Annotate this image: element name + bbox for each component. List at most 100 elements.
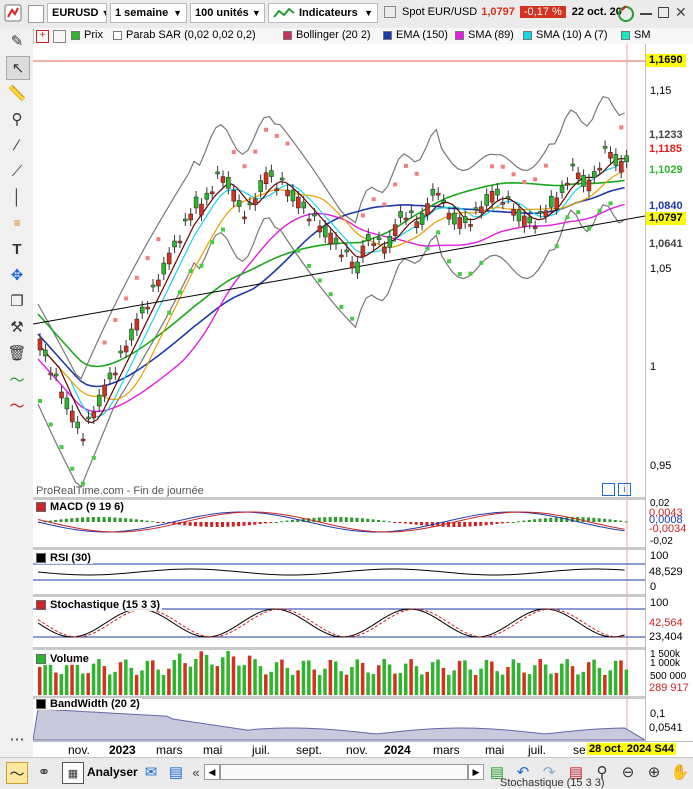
pane-divider[interactable] [33,547,645,550]
scroll-right-button[interactable]: ▶ [468,764,484,780]
volume-bar [269,671,273,695]
pane-divider[interactable] [33,594,645,597]
candle-body [436,192,441,196]
bandwidth-title[interactable]: BandWidth (20 2) [36,698,142,710]
analyser-label[interactable]: Analyser [87,765,138,779]
macd-histogram-bar [215,522,219,527]
more-icon[interactable]: ⋯ [9,731,25,748]
drawing-tools-icon[interactable]: 〜 [6,762,28,784]
volume-bar [290,674,295,695]
legend-item-price[interactable]: Prix [71,29,103,41]
layout-icon[interactable]: ▤ [168,764,184,781]
candle-body [204,192,210,200]
pane-options-icon[interactable] [602,483,615,496]
macd-line [37,511,625,533]
legend-label: SM [634,29,651,41]
horizontal-scrollbar[interactable] [220,764,468,780]
copy-icon[interactable]: ❐ [10,293,24,310]
text-icon[interactable]: T [12,240,22,258]
auto-scale-icon[interactable]: ▤ [568,764,584,781]
window-minimize-icon[interactable] [640,13,652,15]
volume-bar [570,666,575,695]
price-axis[interactable]: 1,15 1,05 1 0,95 1,1690 1,1233 1,1185 1,… [645,44,693,741]
candle-body [387,236,393,248]
info-icon[interactable]: i [618,483,631,496]
share-icon[interactable]: ⚭ [37,764,51,781]
candle-body [328,232,333,245]
chat-icon[interactable]: ✉ [144,764,158,781]
rsi-title[interactable]: RSI (30) [36,552,93,564]
candle-body [258,180,263,192]
legend-item-sma89[interactable]: SMA (89) [455,29,514,41]
edit-indicator-icon[interactable] [53,30,66,43]
settings-tools-icon[interactable]: ⚒ [10,319,24,336]
chart-canvas[interactable] [32,44,647,741]
trendline-icon[interactable]: ⟋ [11,162,23,180]
pane-divider[interactable] [33,497,645,500]
zoom-out-icon[interactable]: ⊖ [621,764,635,781]
window-restore-icon[interactable] [658,7,669,18]
volume-bar [172,659,177,695]
volume-bar [231,656,236,695]
hand-icon[interactable]: ✋ [670,764,690,781]
legend-item-sma10[interactable]: SMA (10) A (7) [523,29,608,41]
legend-item-sm[interactable]: SM [621,29,651,41]
legend-item-sar[interactable]: Parab SAR (0,02 0,02 0,2) [113,29,256,41]
sm-swatch [621,30,630,40]
favorite-icon[interactable] [28,5,44,23]
legend-item-bollinger[interactable]: Bollinger (20 2) [283,29,371,41]
volume-bar [360,662,365,695]
move-icon[interactable]: ✥ [10,267,24,284]
redo-icon[interactable]: ↷ [542,764,556,781]
refresh-icon[interactable] [616,4,636,24]
zoom-in-icon[interactable]: ⊕ [647,764,661,781]
volume-bar [177,653,182,695]
trash-icon[interactable]: 🗑 [7,345,27,362]
macd-histogram-bar [543,518,547,522]
app-logo-icon[interactable] [4,4,22,22]
scroll-left-fast-icon[interactable]: « [192,764,200,780]
macd-title[interactable]: MACD (9 19 6) [36,501,126,513]
zoom-fit-icon[interactable]: ⚲ [596,764,608,781]
window-close-icon[interactable]: ✕ [675,4,687,20]
indicators-button[interactable]: Indicateurs ▼ [268,3,378,23]
scroll-left-button[interactable]: ◀ [204,764,220,780]
stoch-title[interactable]: Stochastique (15 3 3) [36,599,163,611]
units-selector[interactable]: 100 unités ▼ [190,3,265,23]
candle-body [500,202,506,205]
volume-title[interactable]: Volume [36,653,91,665]
candle-body [505,196,511,199]
ruler-icon[interactable]: 📏 [7,85,27,102]
indicators-icon [273,7,295,18]
indicator-draw-icon[interactable]: 〜 [9,371,25,389]
fibonacci-icon[interactable]: ≡ [13,216,21,230]
macd-histogram-bar [97,517,101,522]
cursor-icon[interactable]: ↖ [6,56,30,80]
volume-bar [549,673,553,695]
volume-bar [382,659,386,695]
volume-bar [134,674,139,695]
chart-area[interactable]: ProRealTime.com - Fin de journée i MACD … [32,44,647,741]
candle-body [489,190,495,203]
analyser-icon[interactable]: ▦ [62,762,84,784]
volume-tick: 1 500k [650,649,681,660]
symbol-selector[interactable]: EURUSD▼ [47,3,107,23]
segment-icon[interactable]: ∕ [15,136,19,154]
candle-body [86,416,91,420]
sar-dot [403,163,408,168]
period-selector[interactable]: 1 semaine ▼ [110,3,187,23]
bar-mode-icon[interactable]: ▤ [489,764,505,781]
undo-icon[interactable]: ↶ [516,764,530,781]
add-indicator-icon[interactable]: + [36,30,49,43]
macd-histogram-bar [409,522,413,525]
time-axis[interactable]: nov. 2023 mars mai juil. sept. nov. 2024… [33,741,693,758]
indicator-draw-2-icon[interactable]: 〜 [9,397,25,415]
pencil-icon[interactable]: ✎ [10,33,24,50]
macd-histogram-bar [118,517,122,522]
volume-bar [500,674,505,695]
pane-divider[interactable] [33,647,645,650]
pane-divider[interactable] [33,696,645,699]
vertical-line-icon[interactable]: │ [12,188,22,206]
legend-item-ema[interactable]: EMA (150) [383,29,448,41]
zoom-icon[interactable]: ⚲ [11,111,23,128]
